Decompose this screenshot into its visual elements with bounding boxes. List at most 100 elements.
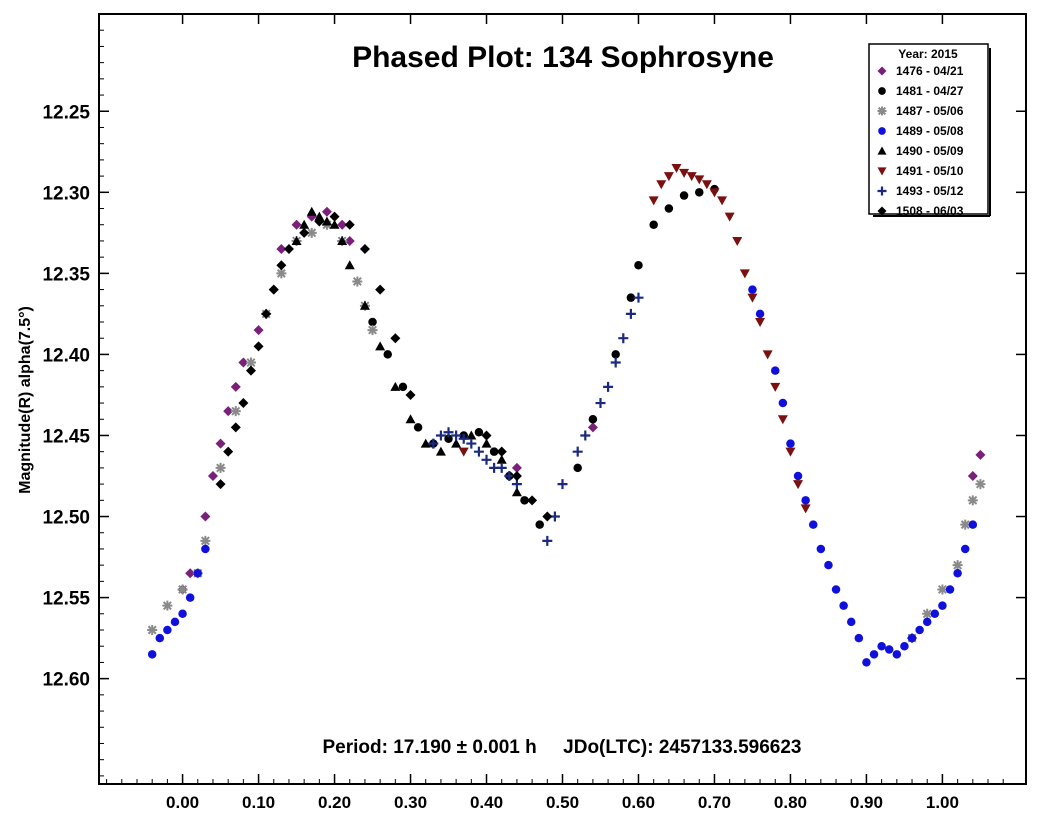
data-point [344,235,355,246]
data-point [496,446,507,457]
data-point [291,219,302,230]
legend-label: 1481 - 04/27 [896,84,964,98]
data-point [481,430,492,441]
data-point [299,219,310,229]
data-point [748,285,757,294]
series-5 [458,164,811,514]
data-point [839,601,848,610]
data-point [375,341,386,351]
y-axis: 12.25 12.30 12.35 12.40 12.45 12.50 12.55 12.60 [42,29,1026,777]
data-point [178,609,187,619]
data-point [527,495,538,506]
data-point [215,438,226,449]
y-tick-label: 12.55 [42,589,90,610]
data-point [701,180,712,190]
series-2 [147,219,986,644]
data-point [511,487,522,497]
data-point [398,382,408,392]
data-point [481,454,492,465]
legend-title: Year: 2015 [898,47,958,61]
data-point [238,398,249,409]
y-axis-label: Magnitude(R) alpha(7.5°) [17,306,34,494]
series-4 [291,206,522,497]
data-point [489,447,499,456]
data-point [230,381,241,392]
data-point [664,204,674,213]
data-point [359,244,370,255]
legend-marker [877,206,887,216]
chart-title: Phased Plot: 134 Sophrosyne [352,41,774,74]
data-point [937,584,948,595]
data-point [603,381,614,392]
y-tick-label: 12.40 [42,345,90,366]
data-point [755,318,766,327]
data-point [329,219,340,229]
data-point [801,496,810,505]
data-point [785,447,796,457]
data-point [975,479,986,490]
data-point [337,235,348,245]
data-point [846,617,856,627]
data-point [694,175,705,185]
data-point [884,645,894,654]
data-point [952,560,963,571]
data-point [193,569,203,578]
data-point [808,520,818,529]
legend-label: 1487 - 05/06 [896,104,964,118]
data-point [663,172,674,182]
x-tick-label: 0.90 [850,793,883,812]
data-point [383,350,392,359]
data-point [511,462,522,473]
data-point [155,633,165,643]
data-point [938,601,947,610]
data-point [520,496,529,505]
data-point [405,414,416,424]
data-point [922,608,933,619]
data-point [291,235,302,245]
data-point [314,216,325,227]
data-point [709,188,720,198]
data-point [223,406,234,417]
data-point [215,479,226,490]
data-point [458,433,469,444]
data-point [481,438,492,448]
data-point [368,317,377,327]
legend-box [868,43,989,215]
y-tick-label: 12.25 [42,102,90,123]
data-point [435,446,446,456]
data-point [747,293,758,303]
legend: Year: 2015 1476 - 04/21 1481 - 04/27 1487 … [868,43,991,218]
data-point [953,569,962,578]
data-point [611,350,620,359]
x-tick-label: 0.60 [622,793,655,812]
y-tick-label: 12.50 [42,508,90,529]
data-point [862,658,871,667]
y-tick-label: 12.30 [42,183,90,204]
data-point [276,268,287,279]
data-point [824,560,833,570]
x-tick-label: 0.40 [470,793,503,812]
series-0 [177,206,986,595]
data-point [405,389,416,400]
data-point [595,398,606,409]
data-point [945,585,955,594]
data-point [162,600,173,611]
data-point [535,520,544,529]
data-point [466,438,477,449]
data-point [625,308,636,319]
data-point [253,325,264,336]
data-point [915,625,924,635]
legend-marker [877,186,887,196]
data-point [367,325,378,336]
data-point [329,211,340,222]
data-point [573,463,582,473]
data-point [390,381,401,391]
data-point [967,495,978,506]
data-point [185,593,195,602]
data-point [444,434,453,443]
data-point [245,357,256,368]
data-point [177,584,188,595]
data-point [816,544,826,554]
data-point [695,188,704,197]
data-point [443,427,454,438]
